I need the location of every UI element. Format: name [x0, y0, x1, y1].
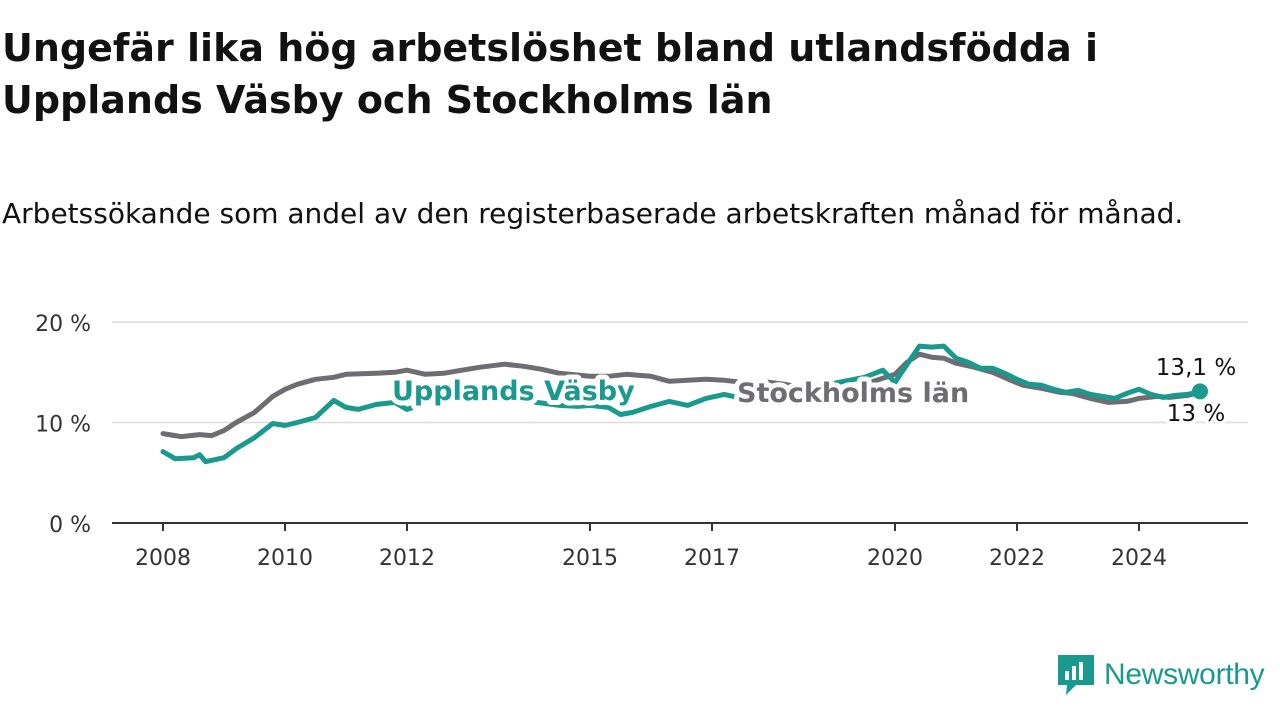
- series-line-1: [160, 351, 1203, 440]
- series-name-label: Stockholms län: [737, 378, 969, 409]
- chart-title: Ungefär lika hög arbetslöshet bland utla…: [2, 26, 1098, 122]
- y-tick-label: 10 %: [35, 413, 91, 438]
- end-value-label: 13 %: [1167, 401, 1225, 427]
- end-value-label: 13,1 %: [1156, 355, 1236, 381]
- series-name-halo: Stockholms län: [737, 378, 969, 409]
- end-value-halo: 13,1 %: [1156, 355, 1236, 381]
- grid-lines: [112, 321, 1248, 424]
- series-name-halo: Upplands Väsby: [392, 376, 635, 407]
- chart-subtitle: Arbetssökande som andel av den registerb…: [2, 197, 1184, 230]
- brand-name: Newsworthy: [1104, 658, 1265, 691]
- series-name-label: Upplands Väsby: [392, 376, 635, 407]
- x-tick-label: 2015: [562, 546, 618, 571]
- x-tick-label: 2008: [135, 546, 191, 571]
- newsworthy-logo-icon: [1058, 655, 1094, 695]
- x-tick-label: 2022: [989, 546, 1045, 571]
- y-tick-label: 0 %: [49, 513, 91, 538]
- y-tick-label: 20 %: [35, 312, 91, 337]
- x-tick-label: 2010: [257, 546, 313, 571]
- x-tick-label: 2012: [379, 546, 435, 571]
- end-value-halo: 13 %: [1167, 401, 1225, 427]
- axes: 0 % 10 % 20 % 2008 2010 2012 2015 2017 2020 2022 2…: [35, 312, 1248, 571]
- newsworthy-logo: Newsworthy: [1058, 654, 1265, 696]
- end-marker: [1192, 383, 1208, 400]
- x-tick-label: 2020: [867, 546, 923, 571]
- x-tick-label: 2017: [684, 546, 740, 571]
- x-tick-label: 2024: [1111, 546, 1167, 571]
- series-lines: [160, 343, 1203, 465]
- series-line-0: [160, 343, 1203, 465]
